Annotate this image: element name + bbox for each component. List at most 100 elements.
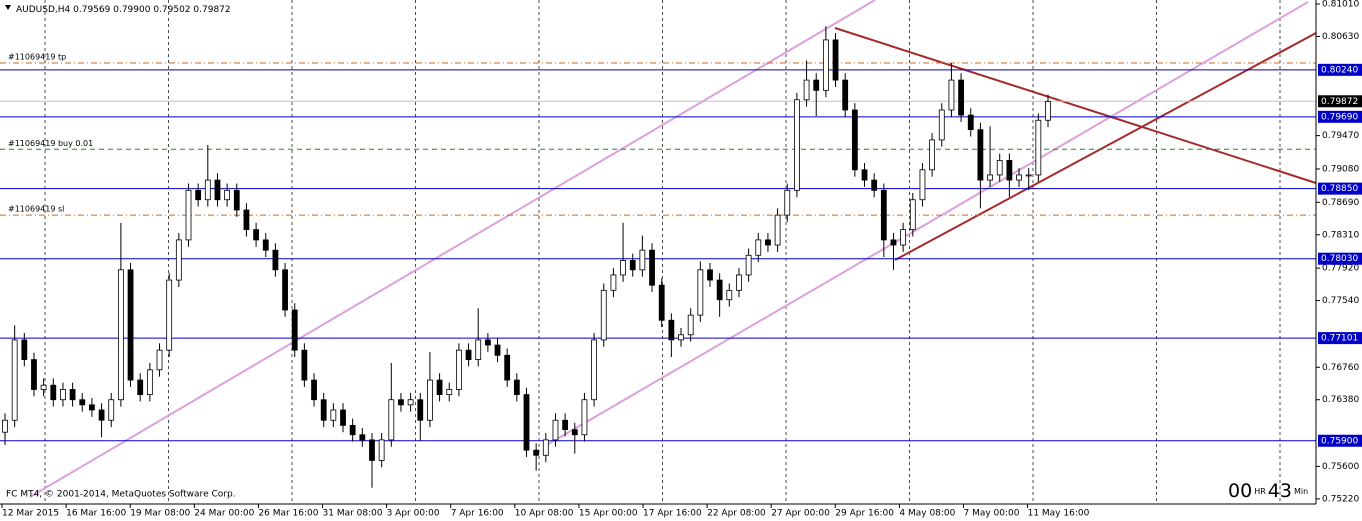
y-tick-label: 0.77540 — [1322, 296, 1359, 306]
candle-body — [89, 404, 95, 411]
candle-body — [40, 384, 47, 390]
candle-body — [755, 239, 762, 256]
candle-body — [272, 249, 279, 271]
open: 0.79569 — [73, 5, 110, 15]
price-label: 0.79690 — [1321, 112, 1358, 122]
price-label-box — [1318, 434, 1362, 447]
x-tick-label: 27 Apr 00:00 — [771, 509, 830, 519]
x-tick-label: 16 Mar 16:00 — [66, 509, 126, 519]
price-label: 0.78030 — [1321, 254, 1358, 264]
close: 0.79872 — [193, 5, 230, 15]
candle-body — [31, 359, 37, 390]
candle-body — [21, 339, 28, 360]
price-label-box — [1318, 110, 1362, 123]
candle-body — [233, 189, 240, 211]
candle-body — [909, 199, 916, 231]
y-tick-label: 0.78310 — [1322, 230, 1359, 240]
candle-body — [320, 399, 327, 421]
timer-minutes: 43 — [1268, 480, 1292, 502]
trend-line — [834, 27, 1317, 184]
candle-body — [359, 434, 366, 441]
candle-body — [745, 254, 752, 276]
candle-body — [340, 409, 346, 426]
candle-body — [600, 289, 607, 341]
candle-body — [996, 160, 1003, 176]
candle-body — [822, 39, 829, 91]
candle-body — [175, 239, 182, 281]
timer-minutes-unit: Min — [1294, 487, 1308, 496]
candle-body — [185, 189, 192, 241]
x-tick-label: 26 Mar 16:00 — [258, 509, 318, 519]
candle-body — [79, 399, 86, 406]
candle-body — [938, 109, 945, 141]
candle-body — [427, 379, 433, 421]
candle-body — [871, 179, 878, 191]
x-tick-label: 29 Apr 16:00 — [835, 509, 894, 519]
candle-body — [504, 354, 511, 381]
candle-body — [301, 349, 308, 381]
timer-hours-unit: HR — [1254, 487, 1266, 496]
candle-body — [523, 394, 530, 451]
x-tick-label: 19 Mar 08:00 — [130, 509, 190, 519]
candle-body — [784, 189, 791, 216]
candle-body — [494, 344, 501, 356]
candle-body — [108, 399, 115, 421]
x-tick-label: 24 Mar 00:00 — [194, 509, 254, 519]
candle-body — [716, 279, 723, 301]
candle-body — [475, 339, 482, 360]
y-tick-label: 0.79470 — [1322, 131, 1359, 141]
candle-body — [330, 409, 337, 421]
menu-arrow[interactable] — [5, 5, 11, 10]
trend-lines — [29, 0, 1317, 498]
candle-body — [542, 439, 549, 456]
y-tick-label: 0.79080 — [1322, 164, 1359, 174]
candle-body — [861, 169, 868, 181]
channel-line — [29, 0, 876, 498]
candle-body — [156, 349, 163, 371]
price-label-box — [1318, 332, 1362, 345]
x-tick-label: 3 Apr 00:00 — [387, 509, 440, 519]
candle-body — [929, 139, 936, 171]
candle-body — [262, 239, 269, 251]
y-tick-label: 0.75220 — [1322, 494, 1359, 504]
candle-body — [736, 274, 742, 291]
candle-body — [629, 260, 636, 271]
channel-line — [544, 1, 1309, 447]
trend-line — [894, 32, 1317, 261]
candle-body — [2, 419, 8, 433]
candle-body — [707, 269, 713, 281]
candle-body — [484, 339, 491, 346]
candle-body — [214, 179, 221, 201]
candle-body — [513, 379, 520, 396]
candle-body — [919, 169, 926, 201]
price-label-box — [1318, 182, 1362, 195]
candle-body — [195, 189, 202, 201]
candle-body — [436, 379, 443, 396]
candle-body — [117, 269, 124, 401]
candle-body — [765, 239, 771, 246]
symbol: AUDUSD,H4 — [16, 5, 71, 15]
candle-body — [794, 99, 800, 191]
candle-body — [311, 379, 317, 401]
candle-body — [388, 399, 395, 441]
y-tick-label: 0.76760 — [1322, 363, 1359, 373]
candle-body — [1025, 174, 1032, 177]
candle-body — [842, 79, 849, 111]
candle-body — [687, 314, 694, 336]
candle-body — [243, 209, 250, 231]
y-tick-label: 0.76380 — [1322, 395, 1359, 405]
y-tick-label: 0.81010 — [1322, 0, 1359, 10]
price-label: 0.80240 — [1321, 65, 1358, 75]
candle-body — [533, 449, 540, 456]
candle-body — [967, 114, 974, 131]
candle-body — [610, 274, 617, 291]
chart-header: AUDUSD,H4 0.79569 0.79900 0.79502 0.7987… — [16, 5, 231, 15]
candle-body — [977, 129, 984, 181]
candle-body — [204, 179, 211, 201]
candle-body — [900, 229, 907, 246]
x-tick-label: 31 Mar 08:00 — [323, 509, 383, 519]
candle-body — [378, 439, 385, 461]
current-price-box — [1318, 95, 1362, 108]
candle-body — [620, 260, 626, 276]
